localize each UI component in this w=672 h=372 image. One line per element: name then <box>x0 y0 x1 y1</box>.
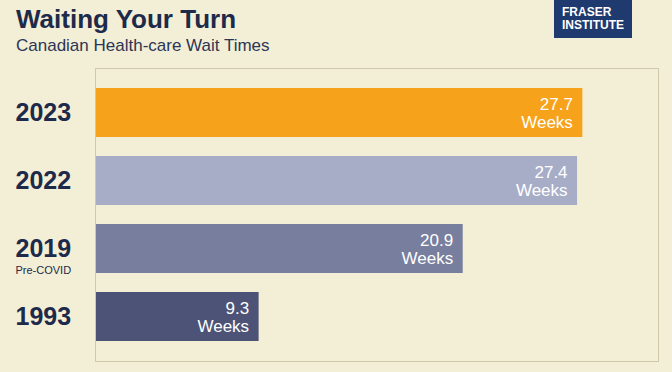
svg-text:2019: 2019 <box>16 234 72 262</box>
svg-text:9.3Weeks: 9.3Weeks <box>197 299 249 336</box>
html-text:Canadian Health-care Wait Time: Canadian Health-care Wait Times <box>16 36 270 55</box>
svg-text:2022: 2022 <box>16 166 72 194</box>
html-text:Waiting Your Turn: Waiting Your Turn <box>16 4 236 34</box>
svg-text:1993: 1993 <box>16 302 72 330</box>
svg-text:27.7Weeks: 27.7Weeks <box>521 95 573 132</box>
svg-text:27.4Weeks: 27.4Weeks <box>516 163 568 200</box>
svg-text:2023: 2023 <box>16 98 72 126</box>
html-text:FRASER INSTITUTE: FRASER INSTITUTE <box>562 5 624 33</box>
svg-text:Pre-COVID: Pre-COVID <box>16 264 72 276</box>
svg-text:20.9Weeks: 20.9Weeks <box>402 231 454 268</box>
